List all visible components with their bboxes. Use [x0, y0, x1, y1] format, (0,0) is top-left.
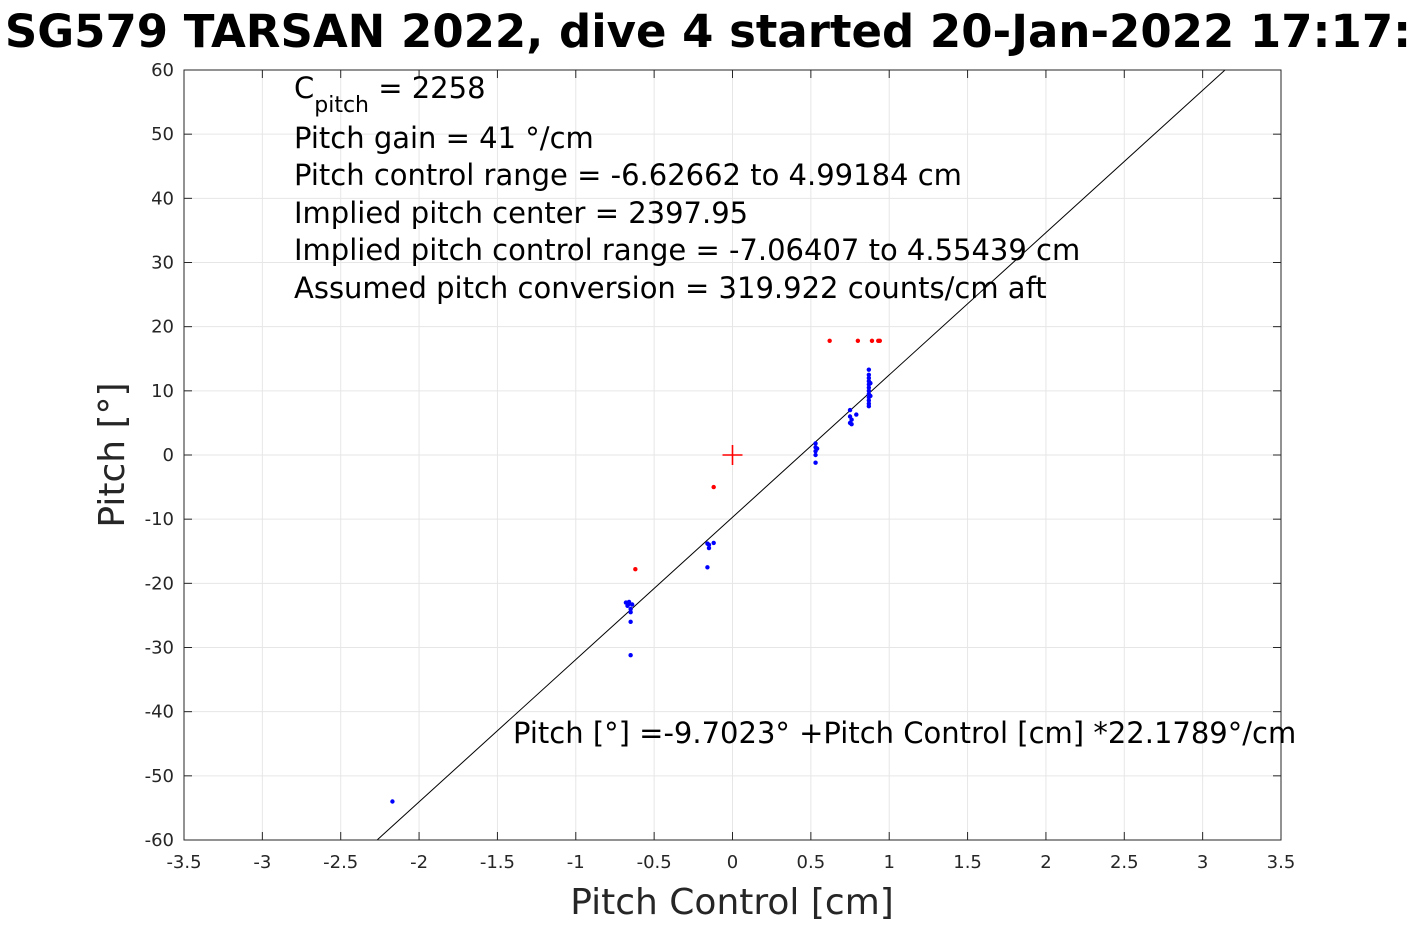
x-tick-labels: -3.5 -3 -2.5 -2 -1.5 -1 -0.5 0 0.5 1 1.5 2 2.5 3 3.5: [166, 852, 1295, 873]
x-tick-label: -1.5: [480, 852, 515, 873]
x-axis-label: Pitch Control [cm]: [570, 882, 894, 923]
implied-pitch-control-range-annotation: Implied pitch control range = -7.06407 t…: [294, 233, 1080, 267]
y-tick-label: 20: [151, 317, 174, 338]
blue-data-point: [854, 412, 859, 417]
red-data-point: [711, 484, 716, 490]
c-pitch-subscript: pitch: [314, 93, 369, 118]
blue-data-point: [849, 422, 854, 427]
chart-title: SG579 TARSAN 2022, dive 4 started 20-Jan…: [5, 5, 1411, 58]
blue-data-point: [390, 799, 395, 804]
blue-data-point: [866, 398, 872, 403]
x-tick-label: -3.5: [166, 852, 201, 873]
y-tick-label: -20: [145, 573, 174, 594]
y-tick-label: 30: [151, 253, 174, 274]
y-tick-label: -50: [145, 766, 174, 787]
blue-data-point: [626, 599, 632, 605]
blue-data-point: [866, 367, 872, 372]
y-tick-label: 0: [163, 445, 174, 466]
fit-line-group: [376, 69, 1226, 841]
assumed-pitch-conversion-annotation: Assumed pitch conversion = 319.922 count…: [294, 271, 1047, 305]
fit-equation-annotation: Pitch [°] =-9.7023° +Pitch Control [cm] …: [513, 716, 1296, 750]
y-tick-label: -40: [145, 702, 174, 723]
blue-data-point: [628, 619, 633, 625]
red-data-point: [855, 338, 861, 343]
blue-data-point: [868, 393, 873, 399]
x-tick-label: -2.5: [323, 852, 358, 873]
c-pitch-annotation: Cpitch = 2258: [294, 71, 486, 118]
blue-data-point: [813, 460, 818, 465]
c-pitch-value: = 2258: [369, 71, 486, 105]
x-tick-label: 1.5: [953, 852, 982, 873]
x-tick-label: 3.5: [1267, 852, 1296, 873]
fit-line: [376, 69, 1226, 841]
blue-data-point: [630, 602, 635, 607]
y-tick-labels: -60 -50 -40 -30 -20 -10 0 10 20 30 40 50 60: [145, 60, 174, 851]
y-tick-label: 60: [151, 60, 174, 81]
y-tick-label: -60: [145, 830, 174, 851]
implied-pitch-center-annotation: Implied pitch center = 2397.95: [294, 196, 748, 230]
blue-data-point: [705, 541, 710, 546]
center-marker-group: [722, 445, 743, 465]
x-tick-label: -1: [567, 852, 585, 873]
data-points: [390, 338, 883, 804]
red-data-point: [827, 338, 832, 343]
x-tick-label: 2: [1040, 852, 1051, 873]
blue-data-point: [868, 380, 873, 386]
blue-data-point: [866, 372, 872, 377]
pitch-gain-annotation: Pitch gain = 41 °/cm: [294, 121, 594, 155]
x-tick-label: 3: [1197, 852, 1208, 873]
blue-data-point: [814, 446, 820, 451]
blue-data-point: [847, 407, 853, 413]
y-tick-label: 10: [151, 381, 174, 402]
tick-marks: [183, 69, 1282, 841]
blue-data-point: [628, 610, 633, 615]
blue-data-point: [866, 404, 872, 409]
y-axis-label: Pitch [°]: [92, 382, 133, 527]
y-tick-label: 40: [151, 188, 174, 209]
red-data-point: [877, 338, 883, 343]
blue-data-point: [866, 375, 872, 381]
y-tick-label: 50: [151, 124, 174, 145]
x-tick-label: -3: [253, 852, 271, 873]
blue-data-point: [711, 540, 716, 546]
x-tick-label: 1: [883, 852, 894, 873]
blue-data-point: [628, 606, 633, 612]
pitch-control-range-annotation: Pitch control range = -6.62662 to 4.9918…: [294, 158, 962, 192]
blue-data-point: [705, 565, 710, 570]
blue-data-point: [866, 385, 872, 390]
blue-data-point: [866, 388, 872, 394]
x-tick-label: 0: [727, 852, 738, 873]
red-data-point: [633, 567, 638, 572]
x-tick-label: 0.5: [797, 852, 826, 873]
red-data-point: [869, 338, 875, 343]
y-tick-label: -10: [145, 509, 174, 530]
x-tick-label: -0.5: [637, 852, 672, 873]
x-tick-label: -2: [410, 852, 428, 873]
blue-data-point: [813, 441, 818, 446]
x-tick-label: 2.5: [1110, 852, 1139, 873]
c-pitch-main: C: [294, 71, 314, 105]
blue-data-point: [813, 452, 818, 458]
blue-data-point: [628, 653, 633, 658]
y-tick-label: -30: [145, 638, 174, 659]
blue-data-point: [706, 545, 712, 551]
